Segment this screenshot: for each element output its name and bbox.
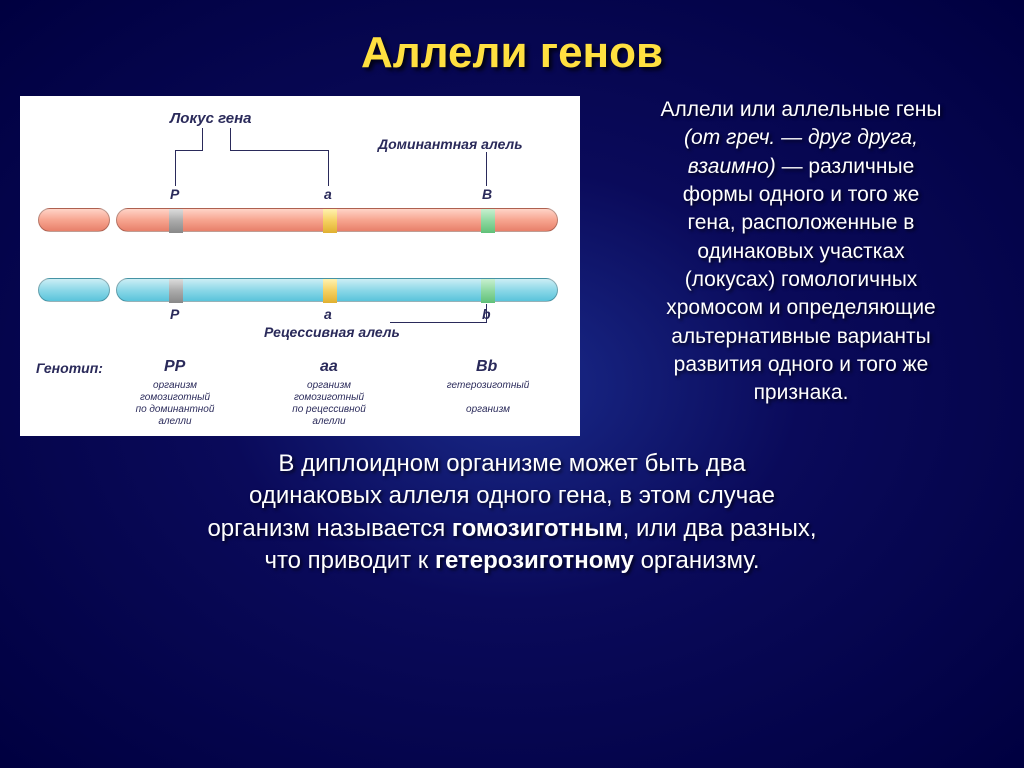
- leader: [390, 322, 487, 323]
- leader: [175, 150, 203, 151]
- leader: [175, 150, 176, 186]
- t: гомозиготный: [140, 392, 210, 403]
- title-text: Аллели генов: [361, 28, 663, 77]
- t: , или два разных,: [623, 515, 817, 542]
- t: организму.: [634, 547, 760, 574]
- leader: [202, 128, 203, 150]
- t: по рецессивной: [292, 404, 366, 415]
- band-a-red: [323, 209, 337, 233]
- geno-Bb: Bb: [476, 358, 497, 376]
- t-bold: гетерозиготному: [435, 547, 634, 574]
- band-B-red: [481, 209, 495, 233]
- allele-B-top: B: [482, 186, 492, 202]
- t: организм: [466, 404, 510, 415]
- content-row: Локус гена Доминантная алель P a B P a b: [0, 96, 1024, 436]
- geno-aa: aa: [320, 358, 338, 376]
- t: одинаковых аллеля одного гена, в этом сл…: [249, 482, 775, 509]
- t-bold: гомозиготным: [452, 515, 623, 542]
- t: В диплоидном организме может быть два: [278, 450, 745, 477]
- recessive-label: Рецессивная алель: [264, 324, 400, 340]
- chromosome-blue-right: [116, 278, 558, 302]
- t: Аллели или аллельные гены: [661, 98, 942, 121]
- leader: [230, 150, 328, 151]
- t: взаимно): [688, 155, 776, 178]
- t: формы одного и того же: [683, 183, 920, 206]
- band-a-blue: [323, 279, 337, 303]
- bottom-paragraph: В диплоидном организме может быть два од…: [0, 448, 1024, 578]
- leader: [230, 128, 231, 150]
- band-P-red: [169, 209, 183, 233]
- leader: [486, 304, 487, 322]
- page-title: Аллели генов: [0, 0, 1024, 78]
- definition-paragraph: Аллели или аллельные гены (от греч. — др…: [580, 96, 1004, 436]
- t: развития одного и того же: [674, 353, 929, 376]
- t: альтернативные варианты: [671, 325, 931, 348]
- locus-label: Локус гена: [170, 110, 251, 127]
- geno-aa-desc: организм гомозиготный по рецессивной але…: [284, 380, 374, 428]
- allele-P-bot: P: [170, 306, 179, 322]
- t: что приводит к: [264, 547, 435, 574]
- leader: [328, 150, 329, 186]
- allele-a-top: a: [324, 186, 332, 202]
- geno-PP-desc: организм гомозиготный по доминантной але…: [130, 380, 220, 428]
- chromosome-red-right: [116, 208, 558, 232]
- t: гомозиготный: [294, 392, 364, 403]
- t: по доминантной: [136, 404, 215, 415]
- band-b-blue: [481, 279, 495, 303]
- allele-a-bot: a: [324, 306, 332, 322]
- geno-PP: PP: [164, 358, 185, 376]
- chromosome-blue-left: [38, 278, 110, 302]
- genotype-label: Генотип:: [36, 360, 103, 376]
- t: алелли: [312, 416, 345, 427]
- band-P-blue: [169, 279, 183, 303]
- allele-P-top: P: [170, 186, 179, 202]
- t: одинаковых участках: [697, 240, 904, 263]
- t: (от греч. — друг друга,: [684, 126, 918, 149]
- geno-Bb-desc: гетерозиготный организм: [438, 380, 538, 416]
- t: организм: [307, 380, 351, 391]
- t: — различные: [776, 155, 914, 178]
- t: хромосом и определяющие: [666, 296, 935, 319]
- chromosome-red-left: [38, 208, 110, 232]
- t: гена, расположенные в: [688, 211, 915, 234]
- t: гетерозиготный: [447, 380, 530, 391]
- t: организм называется: [207, 515, 451, 542]
- t: алелли: [158, 416, 191, 427]
- allele-diagram: Локус гена Доминантная алель P a B P a b: [20, 96, 580, 436]
- dominant-label: Доминантная алель: [378, 136, 523, 152]
- t: признака.: [754, 381, 849, 404]
- t: организм: [153, 380, 197, 391]
- t: (локусах) гомологичных: [685, 268, 918, 291]
- leader: [486, 152, 487, 186]
